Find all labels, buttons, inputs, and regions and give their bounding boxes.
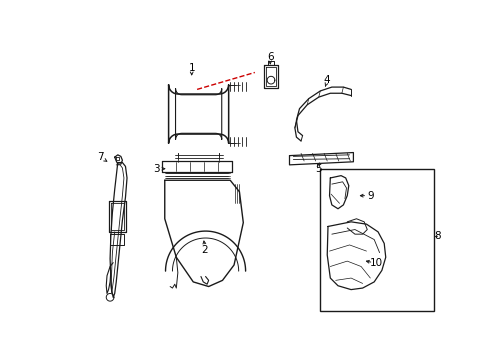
Text: 1: 1	[188, 63, 195, 73]
Text: 6: 6	[266, 52, 273, 62]
Text: 4: 4	[323, 75, 329, 85]
Text: 9: 9	[366, 191, 373, 201]
Text: 10: 10	[369, 258, 382, 267]
Text: 7: 7	[97, 152, 104, 162]
Text: 5: 5	[315, 164, 322, 174]
Bar	[320, 169, 433, 311]
Text: 2: 2	[201, 244, 208, 255]
Text: 8: 8	[433, 231, 440, 241]
Text: 3: 3	[153, 164, 159, 174]
